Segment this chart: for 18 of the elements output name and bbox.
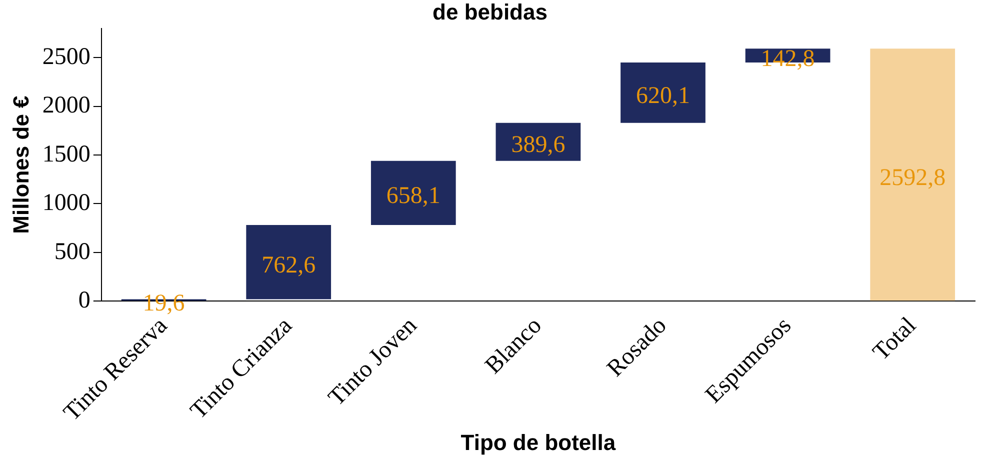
- y-axis-title: Millones de €: [8, 96, 34, 234]
- x-axis-title: Tipo de botella: [460, 430, 616, 455]
- y-tick-label: 1500: [42, 141, 90, 168]
- data-label: 658,1: [386, 183, 440, 210]
- y-tick-label: 1000: [42, 190, 90, 216]
- bar: [246, 224, 332, 300]
- y-tick-label: 2000: [42, 92, 90, 119]
- data-label: 620,1: [636, 82, 690, 109]
- bar: [370, 160, 456, 225]
- bar: [620, 62, 706, 123]
- chart-title: de bebidas: [432, 0, 548, 24]
- y-tick-label: 2500: [42, 44, 90, 70]
- data-label: 2592,8: [880, 164, 946, 191]
- y-tick-label: 500: [54, 238, 90, 265]
- data-label: 762,6: [262, 252, 316, 278]
- data-label: 389,6: [511, 132, 566, 158]
- bar: [870, 48, 956, 301]
- y-tick-label: 0: [78, 287, 90, 314]
